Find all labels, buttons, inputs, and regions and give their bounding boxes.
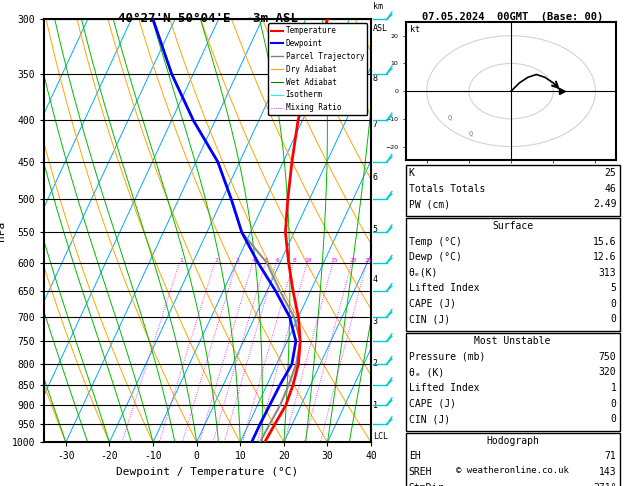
Text: 71: 71: [604, 451, 616, 462]
Text: 5: 5: [611, 283, 616, 294]
Text: Dewp (°C): Dewp (°C): [409, 252, 462, 262]
Text: 10: 10: [304, 258, 312, 263]
Text: Totals Totals: Totals Totals: [409, 184, 485, 194]
Text: Q: Q: [448, 114, 452, 120]
Text: 46: 46: [604, 184, 616, 194]
X-axis label: Dewpoint / Temperature (°C): Dewpoint / Temperature (°C): [116, 467, 299, 477]
Text: CAPE (J): CAPE (J): [409, 299, 456, 309]
Text: PW (cm): PW (cm): [409, 199, 450, 209]
Text: 8: 8: [373, 74, 378, 83]
Text: 0: 0: [611, 299, 616, 309]
Text: 15.6: 15.6: [593, 237, 616, 247]
Text: 3: 3: [373, 317, 378, 327]
Text: kt: kt: [410, 25, 420, 34]
Text: StmDir: StmDir: [409, 483, 444, 486]
Legend: Temperature, Dewpoint, Parcel Trajectory, Dry Adiabat, Wet Adiabat, Isotherm, Mi: Temperature, Dewpoint, Parcel Trajectory…: [268, 23, 367, 115]
Text: 271°: 271°: [593, 483, 616, 486]
Text: 7: 7: [373, 121, 378, 129]
Text: 5: 5: [265, 258, 269, 263]
Text: 5: 5: [373, 225, 378, 234]
Text: 40°27'N 50°04'E  -3m ASL: 40°27'N 50°04'E -3m ASL: [118, 12, 298, 25]
Text: 4: 4: [373, 276, 378, 284]
Text: 20: 20: [349, 258, 357, 263]
Text: CIN (J): CIN (J): [409, 414, 450, 424]
Text: K: K: [409, 168, 415, 178]
Text: 0: 0: [611, 414, 616, 424]
Text: 6: 6: [276, 258, 279, 263]
Text: 07.05.2024  00GMT  (Base: 00): 07.05.2024 00GMT (Base: 00): [422, 12, 603, 22]
Text: CIN (J): CIN (J): [409, 314, 450, 325]
Text: Pressure (mb): Pressure (mb): [409, 352, 485, 362]
Text: Hodograph: Hodograph: [486, 436, 539, 446]
Text: 320: 320: [599, 367, 616, 378]
Text: 1: 1: [611, 383, 616, 393]
Text: Lifted Index: Lifted Index: [409, 383, 479, 393]
Text: 2: 2: [373, 359, 378, 368]
Text: 143: 143: [599, 467, 616, 477]
Text: 2: 2: [214, 258, 218, 263]
Text: Lifted Index: Lifted Index: [409, 283, 479, 294]
Text: 0: 0: [611, 314, 616, 325]
Text: Temp (°C): Temp (°C): [409, 237, 462, 247]
Text: 1: 1: [179, 258, 182, 263]
Text: ASL: ASL: [373, 24, 387, 33]
Text: 25: 25: [604, 168, 616, 178]
Text: EH: EH: [409, 451, 421, 462]
Text: LCL: LCL: [373, 433, 387, 441]
Text: 313: 313: [599, 268, 616, 278]
Text: 3: 3: [236, 258, 240, 263]
Text: SREH: SREH: [409, 467, 432, 477]
Text: 25: 25: [364, 258, 372, 263]
Text: © weatheronline.co.uk: © weatheronline.co.uk: [456, 466, 569, 475]
Text: θₑ(K): θₑ(K): [409, 268, 438, 278]
Text: 750: 750: [599, 352, 616, 362]
Y-axis label: hPa: hPa: [0, 221, 6, 241]
Text: 8: 8: [292, 258, 296, 263]
Text: Q: Q: [469, 130, 473, 137]
Text: 1: 1: [373, 401, 378, 410]
Text: 0: 0: [611, 399, 616, 409]
Text: 15: 15: [330, 258, 338, 263]
Text: CAPE (J): CAPE (J): [409, 399, 456, 409]
Text: 2.49: 2.49: [593, 199, 616, 209]
Text: θₑ (K): θₑ (K): [409, 367, 444, 378]
Text: 6: 6: [373, 173, 378, 182]
Text: 4: 4: [252, 258, 256, 263]
Text: km: km: [373, 2, 382, 11]
Text: Surface: Surface: [492, 221, 533, 231]
Text: 12.6: 12.6: [593, 252, 616, 262]
Text: Most Unstable: Most Unstable: [474, 336, 551, 347]
Text: Mixing Ratio (g/kg): Mixing Ratio (g/kg): [413, 183, 421, 278]
